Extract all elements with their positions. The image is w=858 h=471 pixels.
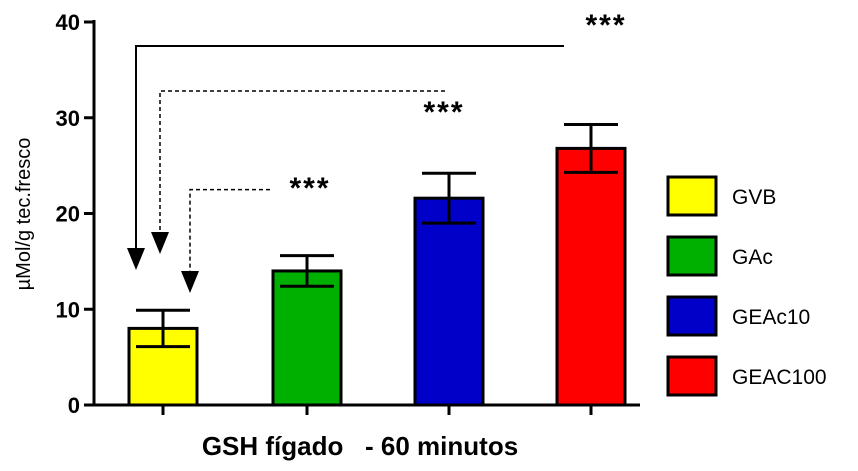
legend-item-geac10: GEAc10 <box>666 295 810 337</box>
y-tick-label: 40 <box>56 10 80 35</box>
legend-swatch <box>666 355 718 397</box>
y-tick-label: 20 <box>56 202 80 227</box>
error-bar-geac100 <box>564 122 618 174</box>
y-axis-label: µMol/g tec.fresco <box>13 138 35 291</box>
legend-label: GVB <box>732 186 776 209</box>
bar-geac100 <box>555 146 627 407</box>
bar-gac <box>271 269 343 407</box>
bar-geac10 <box>413 196 485 407</box>
legend-label: GAc <box>732 246 773 269</box>
legend-label: GEAC100 <box>732 366 827 389</box>
significance-stars: *** <box>423 96 464 129</box>
arrow-head <box>151 232 169 254</box>
legend: GVB GAc GEAc10 GEAC100 <box>666 175 827 397</box>
significance-annotation: *** <box>127 9 626 270</box>
significance-annotation: *** <box>151 90 464 254</box>
arrow-head <box>127 248 145 270</box>
y-tick-label: 10 <box>56 297 80 322</box>
y-tick-label: 30 <box>56 106 80 131</box>
legend-swatch <box>666 175 718 217</box>
legend-item-gvb: GVB <box>666 175 776 217</box>
legend-item-gac: GAc <box>666 235 773 277</box>
error-bar-geac10 <box>422 171 476 225</box>
legend-swatch <box>666 295 718 337</box>
y-tick-label: 0 <box>68 393 80 418</box>
legend-item-geac100: GEAC100 <box>666 355 827 397</box>
error-bar-gvb <box>136 308 190 349</box>
legend-swatch <box>666 235 718 277</box>
error-bar-gac <box>280 254 334 288</box>
x-axis-label: GSH fígado - 60 minutos <box>202 431 518 461</box>
significance-annotation: *** <box>181 172 330 293</box>
significance-stars: *** <box>585 9 626 42</box>
arrow-head <box>181 271 199 293</box>
legend-label: GEAc10 <box>732 306 810 329</box>
significance-stars: *** <box>289 172 330 205</box>
